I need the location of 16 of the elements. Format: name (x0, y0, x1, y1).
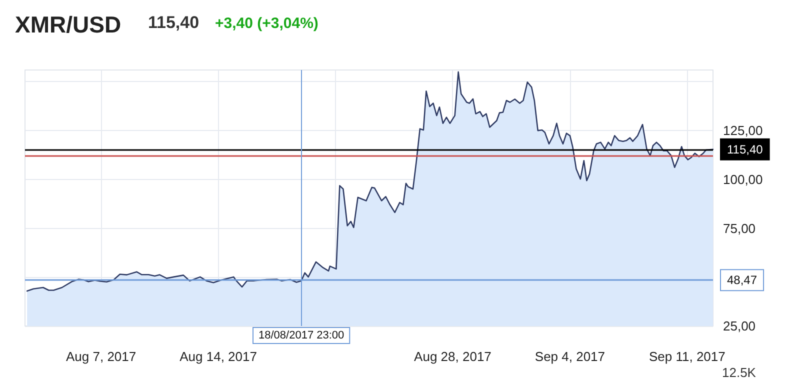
chart-subtitle: 115,40 (148, 13, 200, 32)
x-tick-label: Sep 11, 2017 (648, 349, 726, 364)
x-tick-label: Aug 28, 2017 (414, 349, 492, 364)
ref-line-label: 48,47 (727, 273, 758, 288)
ref-line-label: 18/08/2017 23:00 (258, 330, 344, 342)
y-tick-label: 100,00 (723, 172, 763, 187)
text: 12.5K (722, 365, 756, 380)
text: +3,40 (+3,04%) (215, 15, 318, 32)
y-tick-label: 125,00 (723, 123, 763, 138)
y-tick-label: 75,00 (723, 220, 756, 236)
chart-title: XMR/USD (15, 12, 122, 38)
ref-line-label: 115,40 (727, 142, 764, 156)
x-tick-label: Aug 14, 2017 (180, 349, 257, 364)
x-tick-label: Sep 4, 2017 (534, 349, 606, 364)
y-tick-label: 25,00 (723, 318, 756, 334)
x-tick-label: Aug 7, 2017 (66, 349, 136, 364)
